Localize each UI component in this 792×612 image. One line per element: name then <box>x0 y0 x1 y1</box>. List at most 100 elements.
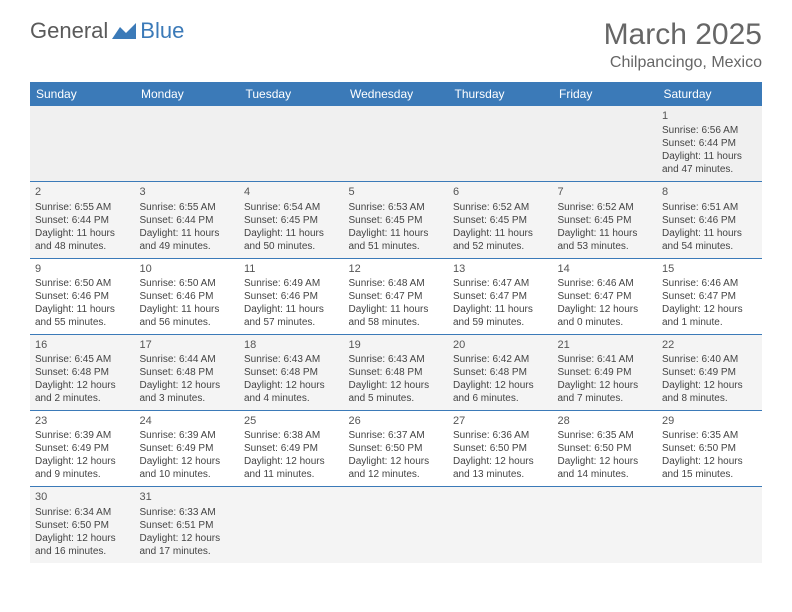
daylight-text: Daylight: 11 hours and 55 minutes. <box>35 303 130 329</box>
weekday-row: Sunday Monday Tuesday Wednesday Thursday… <box>30 82 762 106</box>
weekday-header: Friday <box>553 82 658 106</box>
daylight-text: Daylight: 11 hours and 58 minutes. <box>349 303 444 329</box>
sunset-text: Sunset: 6:47 PM <box>558 290 653 303</box>
calendar-week: 23Sunrise: 6:39 AMSunset: 6:49 PMDayligh… <box>30 411 762 487</box>
day-number: 15 <box>662 262 757 276</box>
sunset-text: Sunset: 6:44 PM <box>35 214 130 227</box>
day-number: 27 <box>453 414 548 428</box>
calendar-week: 2Sunrise: 6:55 AMSunset: 6:44 PMDaylight… <box>30 182 762 258</box>
sunrise-text: Sunrise: 6:50 AM <box>35 277 130 290</box>
calendar-cell: 28Sunrise: 6:35 AMSunset: 6:50 PMDayligh… <box>553 411 658 487</box>
sunrise-text: Sunrise: 6:39 AM <box>35 429 130 442</box>
weekday-header: Tuesday <box>239 82 344 106</box>
calendar-table: Sunday Monday Tuesday Wednesday Thursday… <box>30 82 762 563</box>
sunrise-text: Sunrise: 6:33 AM <box>140 506 235 519</box>
sunset-text: Sunset: 6:51 PM <box>140 519 235 532</box>
calendar-cell <box>30 106 135 182</box>
calendar-cell: 1Sunrise: 6:56 AMSunset: 6:44 PMDaylight… <box>657 106 762 182</box>
daylight-text: Daylight: 12 hours and 4 minutes. <box>244 379 339 405</box>
sunset-text: Sunset: 6:50 PM <box>35 519 130 532</box>
calendar-cell: 25Sunrise: 6:38 AMSunset: 6:49 PMDayligh… <box>239 411 344 487</box>
daylight-text: Daylight: 11 hours and 56 minutes. <box>140 303 235 329</box>
sunrise-text: Sunrise: 6:43 AM <box>244 353 339 366</box>
sunrise-text: Sunrise: 6:46 AM <box>558 277 653 290</box>
day-number: 17 <box>140 338 235 352</box>
sunset-text: Sunset: 6:44 PM <box>662 137 757 150</box>
calendar-cell <box>239 487 344 563</box>
calendar-cell: 18Sunrise: 6:43 AMSunset: 6:48 PMDayligh… <box>239 334 344 410</box>
daylight-text: Daylight: 12 hours and 2 minutes. <box>35 379 130 405</box>
sunrise-text: Sunrise: 6:34 AM <box>35 506 130 519</box>
sunset-text: Sunset: 6:45 PM <box>453 214 548 227</box>
daylight-text: Daylight: 11 hours and 52 minutes. <box>453 227 548 253</box>
daylight-text: Daylight: 11 hours and 54 minutes. <box>662 227 757 253</box>
daylight-text: Daylight: 12 hours and 8 minutes. <box>662 379 757 405</box>
calendar-cell: 13Sunrise: 6:47 AMSunset: 6:47 PMDayligh… <box>448 258 553 334</box>
day-number: 18 <box>244 338 339 352</box>
calendar-cell <box>553 487 658 563</box>
logo-text-1: General <box>30 18 108 44</box>
sunrise-text: Sunrise: 6:36 AM <box>453 429 548 442</box>
daylight-text: Daylight: 11 hours and 47 minutes. <box>662 150 757 176</box>
day-number: 25 <box>244 414 339 428</box>
sunrise-text: Sunrise: 6:45 AM <box>35 353 130 366</box>
calendar-week: 1Sunrise: 6:56 AMSunset: 6:44 PMDaylight… <box>30 106 762 182</box>
daylight-text: Daylight: 11 hours and 51 minutes. <box>349 227 444 253</box>
day-number: 7 <box>558 185 653 199</box>
daylight-text: Daylight: 12 hours and 0 minutes. <box>558 303 653 329</box>
sunset-text: Sunset: 6:49 PM <box>35 442 130 455</box>
calendar-cell: 4Sunrise: 6:54 AMSunset: 6:45 PMDaylight… <box>239 182 344 258</box>
day-number: 6 <box>453 185 548 199</box>
day-number: 13 <box>453 262 548 276</box>
sunrise-text: Sunrise: 6:47 AM <box>453 277 548 290</box>
sunrise-text: Sunrise: 6:35 AM <box>662 429 757 442</box>
daylight-text: Daylight: 12 hours and 13 minutes. <box>453 455 548 481</box>
weekday-header: Thursday <box>448 82 553 106</box>
day-number: 12 <box>349 262 444 276</box>
calendar-cell: 15Sunrise: 6:46 AMSunset: 6:47 PMDayligh… <box>657 258 762 334</box>
sunset-text: Sunset: 6:45 PM <box>244 214 339 227</box>
day-number: 24 <box>140 414 235 428</box>
daylight-text: Daylight: 12 hours and 11 minutes. <box>244 455 339 481</box>
sunset-text: Sunset: 6:49 PM <box>662 366 757 379</box>
calendar-cell: 5Sunrise: 6:53 AMSunset: 6:45 PMDaylight… <box>344 182 449 258</box>
calendar-cell <box>553 106 658 182</box>
calendar-week: 9Sunrise: 6:50 AMSunset: 6:46 PMDaylight… <box>30 258 762 334</box>
calendar-body: 1Sunrise: 6:56 AMSunset: 6:44 PMDaylight… <box>30 106 762 563</box>
day-number: 2 <box>35 185 130 199</box>
sunrise-text: Sunrise: 6:55 AM <box>35 201 130 214</box>
sunrise-text: Sunrise: 6:48 AM <box>349 277 444 290</box>
sunset-text: Sunset: 6:48 PM <box>453 366 548 379</box>
calendar-cell: 17Sunrise: 6:44 AMSunset: 6:48 PMDayligh… <box>135 334 240 410</box>
daylight-text: Daylight: 12 hours and 3 minutes. <box>140 379 235 405</box>
day-number: 4 <box>244 185 339 199</box>
calendar-week: 16Sunrise: 6:45 AMSunset: 6:48 PMDayligh… <box>30 334 762 410</box>
calendar-week: 30Sunrise: 6:34 AMSunset: 6:50 PMDayligh… <box>30 487 762 563</box>
day-number: 3 <box>140 185 235 199</box>
day-number: 29 <box>662 414 757 428</box>
day-number: 22 <box>662 338 757 352</box>
sunset-text: Sunset: 6:46 PM <box>35 290 130 303</box>
title-block: March 2025 Chilpancingo, Mexico <box>604 18 762 72</box>
daylight-text: Daylight: 12 hours and 1 minute. <box>662 303 757 329</box>
sunrise-text: Sunrise: 6:44 AM <box>140 353 235 366</box>
daylight-text: Daylight: 12 hours and 17 minutes. <box>140 532 235 558</box>
day-number: 31 <box>140 490 235 504</box>
calendar-cell: 30Sunrise: 6:34 AMSunset: 6:50 PMDayligh… <box>30 487 135 563</box>
calendar-cell: 26Sunrise: 6:37 AMSunset: 6:50 PMDayligh… <box>344 411 449 487</box>
sunset-text: Sunset: 6:48 PM <box>349 366 444 379</box>
sunset-text: Sunset: 6:49 PM <box>244 442 339 455</box>
day-number: 21 <box>558 338 653 352</box>
sunrise-text: Sunrise: 6:56 AM <box>662 124 757 137</box>
daylight-text: Daylight: 12 hours and 5 minutes. <box>349 379 444 405</box>
calendar-cell: 24Sunrise: 6:39 AMSunset: 6:49 PMDayligh… <box>135 411 240 487</box>
sunrise-text: Sunrise: 6:53 AM <box>349 201 444 214</box>
sunset-text: Sunset: 6:50 PM <box>558 442 653 455</box>
sunrise-text: Sunrise: 6:54 AM <box>244 201 339 214</box>
sunrise-text: Sunrise: 6:51 AM <box>662 201 757 214</box>
calendar-cell: 21Sunrise: 6:41 AMSunset: 6:49 PMDayligh… <box>553 334 658 410</box>
weekday-header: Sunday <box>30 82 135 106</box>
daylight-text: Daylight: 12 hours and 9 minutes. <box>35 455 130 481</box>
sunset-text: Sunset: 6:44 PM <box>140 214 235 227</box>
daylight-text: Daylight: 12 hours and 10 minutes. <box>140 455 235 481</box>
